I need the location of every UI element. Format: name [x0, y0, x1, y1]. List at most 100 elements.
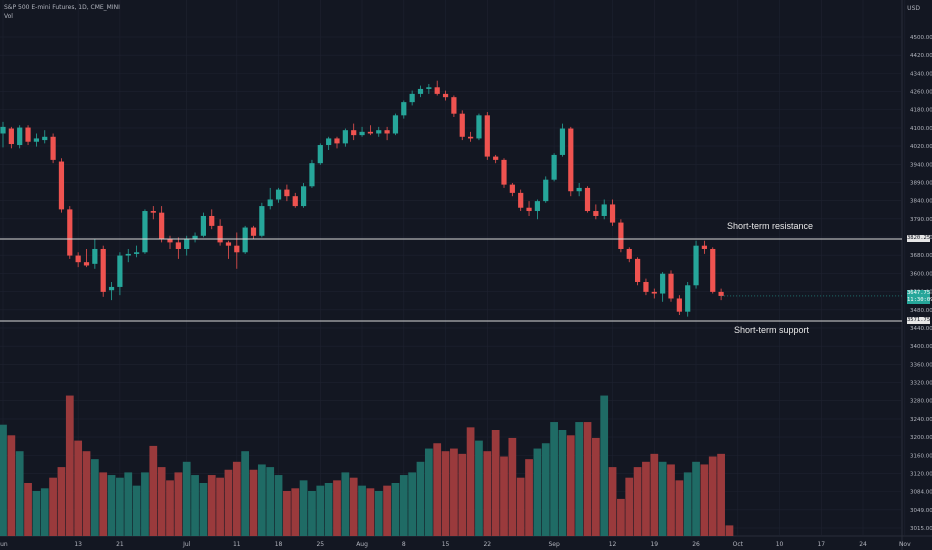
candle-body [501, 159, 507, 185]
candlesticks [0, 80, 724, 317]
price-tick-label: 3360.00 [910, 362, 932, 368]
price-tick-label: 3440.00 [910, 326, 932, 332]
candle-body [0, 126, 6, 134]
volume-bar [107, 475, 116, 536]
volume-bar [74, 440, 83, 536]
volume-bar [516, 477, 525, 536]
volume-bar [157, 467, 166, 536]
candle-body [609, 204, 616, 223]
candle-body [635, 258, 641, 282]
time-axis[interactable]: Jun 13 21 Jul 11 18 25 Aug 8 15 22 Sep 12 19 26 Oct 10 17… [0, 541, 932, 548]
price-tick-label: 4500.00 [910, 35, 932, 41]
candle-body [643, 281, 649, 292]
volume-bar [24, 483, 32, 536]
candle-body [559, 128, 566, 155]
volume-bar [65, 395, 74, 536]
time-tick-label: 11 [233, 541, 241, 548]
candle-body [326, 138, 332, 146]
candle-body [150, 211, 156, 213]
candle-body [67, 209, 73, 256]
volume-bar [708, 456, 717, 536]
volume-bar [566, 435, 575, 536]
volume-bar [483, 451, 492, 536]
candle-body [701, 245, 707, 249]
candle-body [242, 227, 248, 253]
candle-body [568, 128, 574, 192]
candle-body [42, 136, 48, 141]
volume-bar [249, 469, 258, 536]
time-tick-label: 21 [116, 541, 124, 548]
price-tick-label: 3200.00 [910, 435, 932, 441]
candle-body [125, 253, 131, 256]
time-tick-label: 15 [442, 541, 450, 548]
volume-bar [650, 453, 659, 536]
volume-bar [391, 483, 400, 536]
candle-body [409, 93, 415, 103]
candle-body [426, 87, 432, 89]
candle-body [167, 239, 173, 243]
time-tick-label: Sep [548, 541, 560, 548]
candle-body [225, 242, 232, 246]
volume-bar [124, 472, 133, 536]
time-tick-label: 12 [609, 541, 617, 548]
volume-bar [617, 498, 625, 536]
time-tick-label: 25 [316, 541, 324, 548]
horizontal-lines [0, 238, 902, 322]
candle-body [33, 138, 39, 142]
candle-body [601, 204, 607, 216]
time-tick-label: 17 [817, 541, 825, 548]
volume-bar [40, 488, 49, 536]
volume-bar [466, 427, 475, 536]
price-tick-label: 3400.00 [910, 344, 932, 350]
currency-label[interactable]: USD [907, 5, 920, 12]
volume-bar [450, 448, 458, 536]
volume-bar [324, 483, 333, 536]
volume-bar [291, 488, 300, 536]
candle-body [75, 255, 81, 263]
volume-bar [683, 472, 692, 536]
volume-indicator-label[interactable]: Vol [4, 13, 13, 20]
volume-bar [458, 453, 467, 536]
volume-bar [32, 490, 41, 536]
candle-body [526, 207, 532, 212]
chart-legend: S&P 500 E-mini Futures, 1D, CME_MINI Vol [4, 3, 120, 21]
volume-bar [441, 451, 450, 536]
candle-body [17, 127, 23, 146]
candle-body [593, 211, 599, 216]
candle-body [83, 262, 90, 266]
volume-bar [90, 459, 99, 536]
volume-bar [408, 472, 417, 536]
candle-body [209, 215, 215, 226]
volume-bar [583, 422, 592, 536]
time-tick-label: 24 [859, 541, 867, 548]
symbol-title[interactable]: S&P 500 E-mini Futures, 1D, CME_MINI [4, 4, 120, 11]
time-tick-label: Jul [182, 541, 191, 548]
support-price-tag: 3571.75 [907, 317, 931, 324]
candle-body [117, 255, 123, 287]
candle-body [284, 189, 290, 197]
candle-body [693, 245, 699, 286]
volume-bar [299, 480, 308, 536]
volume-bar [132, 485, 141, 536]
volume-bar [224, 469, 233, 536]
volume-bar [7, 435, 16, 536]
candle-body [108, 286, 115, 291]
volume-bar [199, 483, 208, 536]
volume-bar [625, 477, 634, 536]
volume-bar [424, 448, 433, 536]
volume-bar [341, 472, 350, 536]
price-axis[interactable]: 4500.00 4420.00 4340.00 4260.00 4180.00 4100.… [910, 35, 932, 532]
candle-body [668, 273, 674, 299]
volume-bar [500, 456, 508, 536]
candle-body [100, 248, 106, 292]
volume-bar [333, 480, 341, 536]
price-axis-bg [902, 0, 932, 550]
volume-bar [182, 461, 191, 536]
volume-bar [207, 475, 216, 536]
volume-bar [266, 467, 275, 536]
volume-bar [316, 485, 325, 536]
volume-bar [149, 445, 158, 536]
price-tick-label: 3049.00 [910, 508, 932, 514]
volume-bars [0, 395, 734, 536]
